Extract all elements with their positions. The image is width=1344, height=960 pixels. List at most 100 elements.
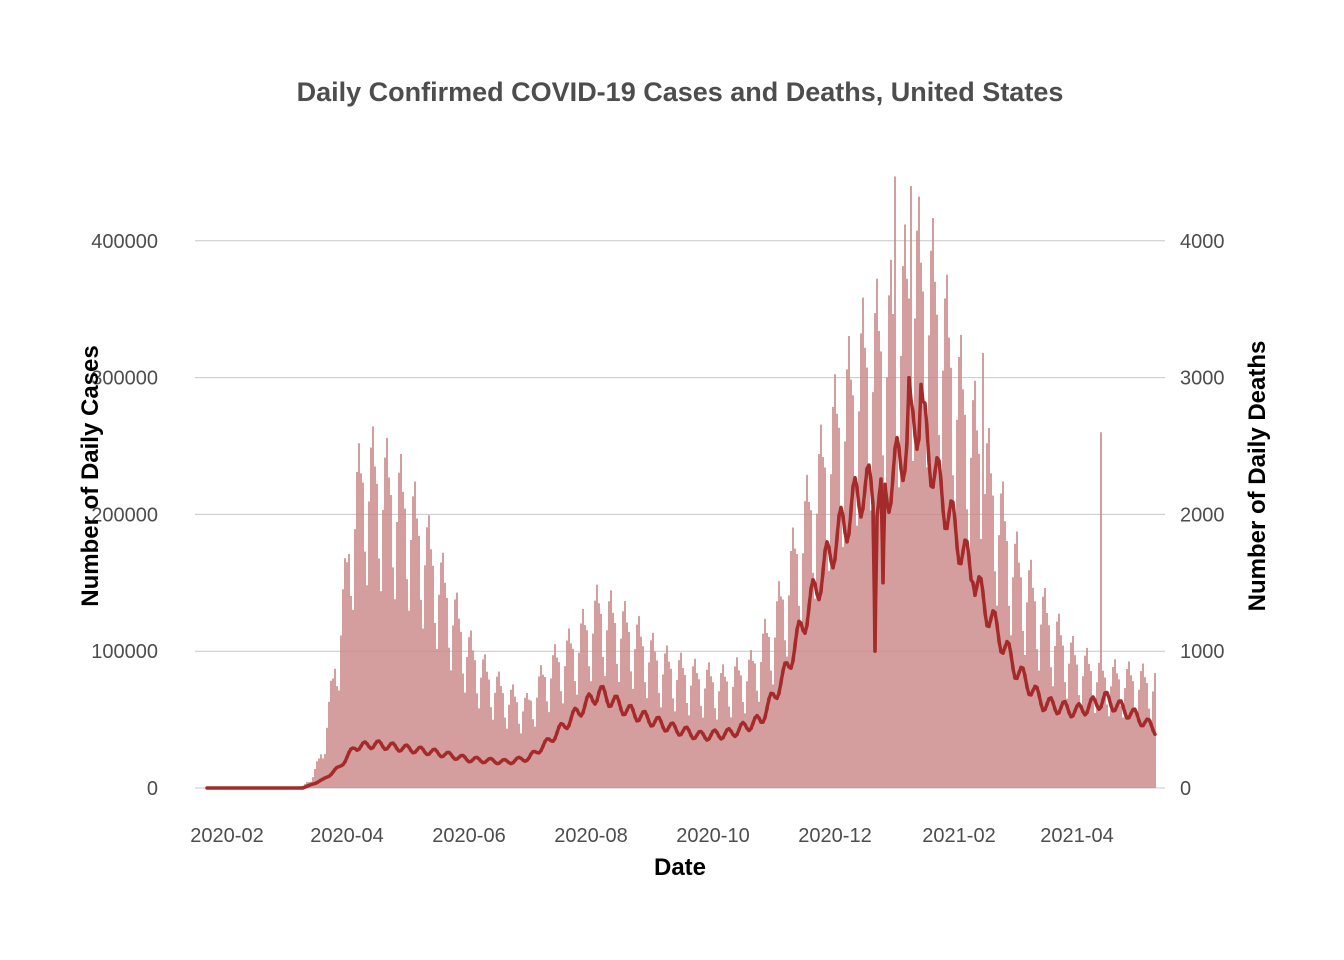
cases-bar [476, 693, 478, 788]
cases-bar [968, 551, 970, 788]
cases-bar [380, 591, 382, 788]
cases-bar [736, 657, 738, 788]
cases-bar [438, 594, 440, 788]
cases-bar [346, 562, 348, 788]
cases-bar [936, 314, 938, 788]
cases-bar [1028, 570, 1030, 788]
cases-bar [360, 473, 362, 788]
cases-bar [1068, 663, 1070, 788]
cases-bar [1082, 676, 1084, 788]
cases-bar [760, 662, 762, 788]
cases-bar [470, 630, 472, 788]
cases-bar [1016, 531, 1018, 788]
cases-bar [636, 624, 638, 788]
cases-bar [1042, 596, 1044, 788]
cases-bar [1058, 613, 1060, 788]
cases-bar [1008, 605, 1010, 788]
cases-bar [774, 637, 776, 788]
cases-bar [990, 473, 992, 788]
y-right-tick-label: 2000 [1180, 504, 1225, 526]
cases-bar [1140, 671, 1142, 788]
cases-bar [526, 693, 528, 788]
cases-bar [856, 525, 858, 788]
cases-bar [1150, 719, 1152, 788]
cases-bar [854, 486, 856, 788]
cases-bar [472, 650, 474, 788]
cases-bar [356, 471, 358, 788]
cases-bar [1112, 667, 1114, 788]
cases-bar [1102, 670, 1104, 788]
cases-bar [344, 558, 346, 788]
cases-bar [484, 654, 486, 788]
cases-bar [922, 291, 924, 788]
cases-bar [756, 690, 758, 788]
cases-bar [684, 674, 686, 788]
cases-bar [814, 598, 816, 788]
y-axis-right-title: Number of Daily Deaths [1244, 341, 1271, 612]
cases-bar [384, 457, 386, 788]
cases-bar [464, 692, 466, 788]
cases-bar [702, 717, 704, 788]
cases-bar [746, 681, 748, 788]
cases-bar [538, 676, 540, 788]
cases-bar [716, 719, 718, 788]
cases-bar [714, 708, 716, 788]
cases-bar [718, 691, 720, 788]
cases-bar [656, 660, 658, 788]
cases-bar [376, 483, 378, 788]
cases-bar [448, 647, 450, 788]
x-ticks: 2020-02 2020-04 2020-06 2020-08 2020-10 2020-… [190, 825, 1113, 847]
cases-bar [768, 636, 770, 788]
cases-bar [840, 511, 842, 788]
cases-bar [342, 589, 344, 788]
cases-bar [386, 437, 388, 788]
cases-bar [432, 565, 434, 788]
cases-bar [674, 711, 676, 788]
cases-bar [462, 673, 464, 788]
cases-bar [314, 769, 316, 788]
cases-bar [954, 523, 956, 788]
cases-bar [604, 676, 606, 788]
cases-bar [1076, 664, 1078, 788]
cases-bar [1050, 667, 1052, 788]
cases-bar [1054, 646, 1056, 788]
cases-bar [898, 487, 900, 788]
x-tick-label: 2020-04 [310, 825, 383, 847]
cases-bar [786, 656, 788, 788]
cases-bar [650, 640, 652, 788]
cases-bar [996, 605, 998, 788]
cases-bar [884, 500, 886, 788]
cases-bar [338, 690, 340, 788]
cases-bar [846, 369, 848, 788]
cases-bar [1106, 704, 1108, 788]
cases-bar [1022, 630, 1024, 788]
cases-bar [1094, 712, 1096, 788]
cases-bar [694, 658, 696, 788]
cases-bar [1034, 601, 1036, 788]
y-left-tick-label: 200000 [91, 504, 158, 526]
cases-bar [496, 676, 498, 788]
cases-bar [962, 389, 964, 788]
cases-bar [906, 278, 908, 788]
cases-bar [1000, 493, 1002, 788]
cases-bar [1118, 679, 1120, 788]
cases-bar [940, 489, 942, 788]
cases-bar [530, 700, 532, 788]
cases-bar [460, 632, 462, 788]
cases-bar [536, 697, 538, 788]
cases-bar [934, 281, 936, 788]
cases-bar [362, 482, 364, 788]
cases-bar [480, 677, 482, 788]
x-tick-label: 2021-02 [922, 825, 995, 847]
cases-bar [392, 567, 394, 788]
cases-bar [586, 630, 588, 788]
cases-bar [450, 670, 452, 788]
x-tick-label: 2020-10 [676, 825, 749, 847]
cases-bar [1010, 635, 1012, 788]
y-left-tick-label: 400000 [91, 231, 158, 253]
cases-bar [388, 477, 390, 788]
cases-bar [592, 633, 594, 788]
cases-bar [896, 443, 898, 788]
cases-bar [952, 475, 954, 788]
cases-bar [802, 553, 804, 788]
